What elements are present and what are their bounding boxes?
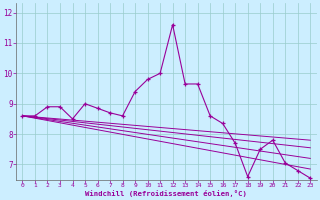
X-axis label: Windchill (Refroidissement éolien,°C): Windchill (Refroidissement éolien,°C): [85, 190, 247, 197]
